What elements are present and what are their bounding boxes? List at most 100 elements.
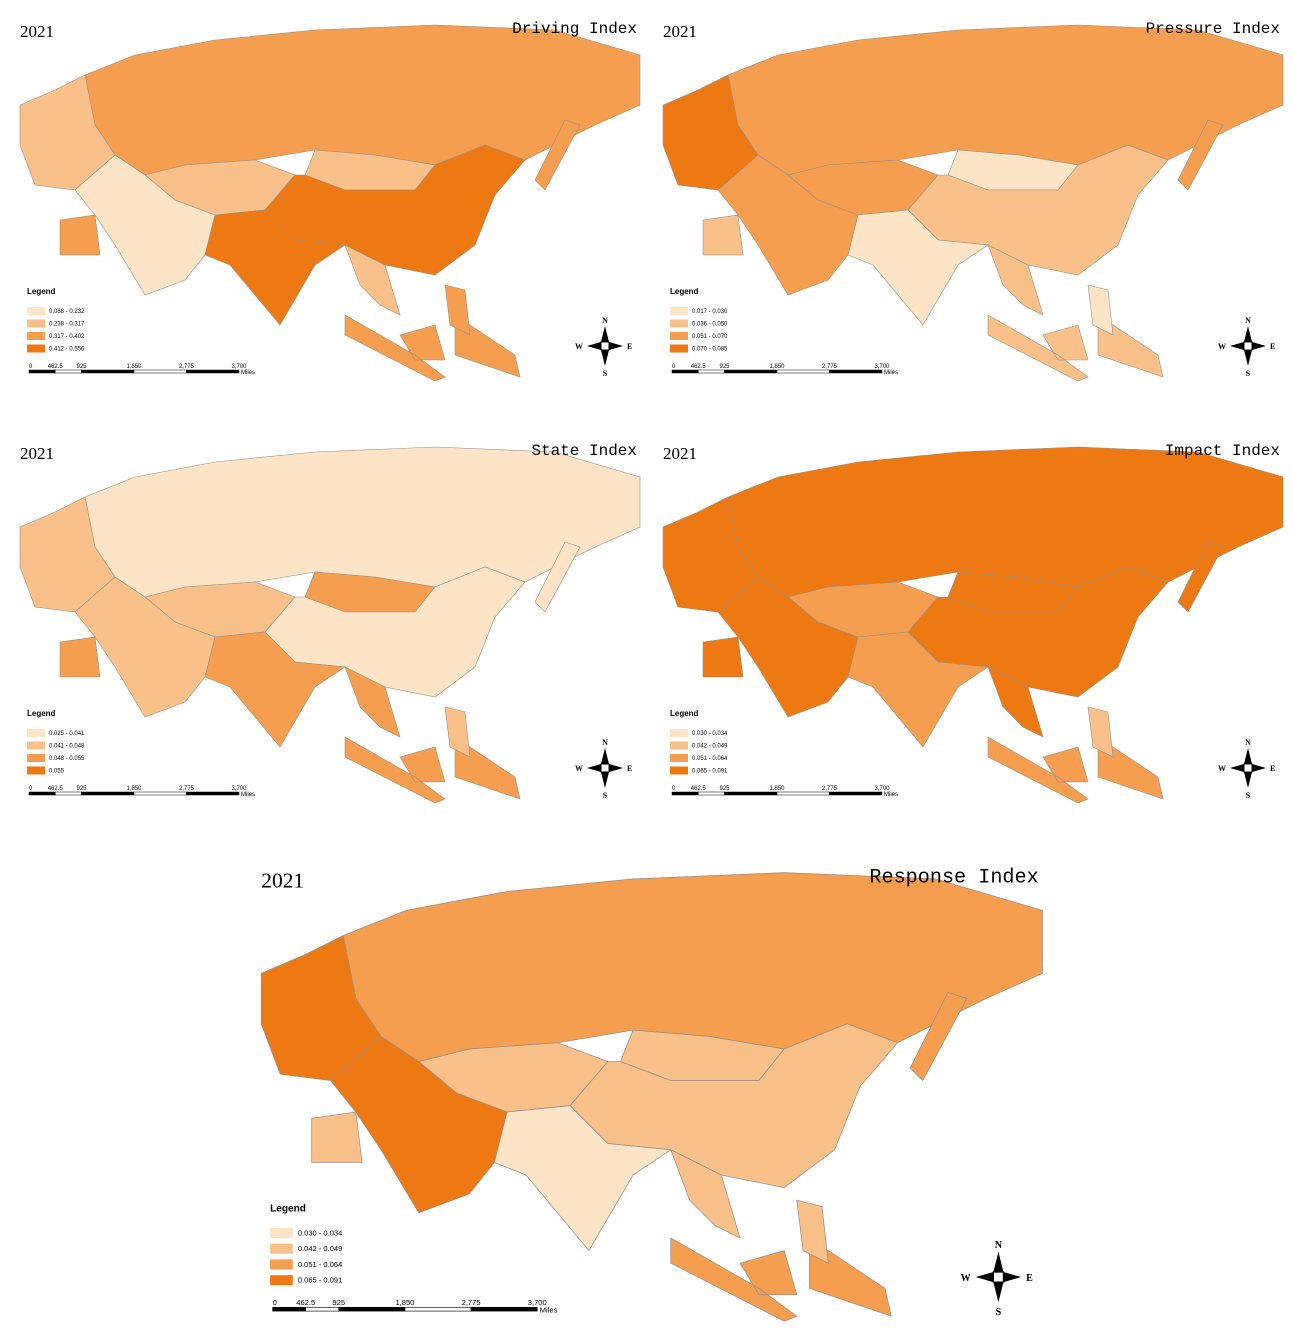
year: 2021 <box>20 444 54 463</box>
legend-label: 0.070 - 0.085 <box>692 347 728 353</box>
region <box>702 636 744 678</box>
scale-segment <box>829 369 883 374</box>
scale-label: 0 <box>672 364 676 370</box>
scale-label: 2,775 <box>822 786 838 792</box>
legend-label: 0.065 - 0.091 <box>298 1276 342 1285</box>
compass-center <box>1243 763 1253 773</box>
compass-n: N <box>1245 738 1251 747</box>
year: 2021 <box>663 444 697 463</box>
scale-segment <box>724 369 778 374</box>
scale-label: 3,700 <box>874 786 890 792</box>
year: 2021 <box>261 869 304 893</box>
compass-s: S <box>603 791 608 800</box>
region <box>344 314 521 382</box>
region <box>987 736 1164 804</box>
map-panel: 2021 State Index Legend 0.025 - 0.041 0.041 … <box>19 442 641 804</box>
region <box>59 636 101 678</box>
compass-e: E <box>1270 342 1275 351</box>
legend-swatch <box>270 1243 293 1254</box>
scale-label: 0 <box>273 1298 277 1307</box>
region <box>847 631 989 748</box>
scale-label: 3,700 <box>231 786 247 792</box>
map-panel: 2021 Driving Index Legend 0.088 - 0.232 0.23… <box>19 20 641 382</box>
map-title: Driving Index <box>512 20 637 38</box>
region <box>444 706 471 758</box>
compass-e: E <box>627 342 632 351</box>
region <box>1087 706 1114 758</box>
compass-center <box>600 763 610 773</box>
scale-label: 3,700 <box>874 364 890 370</box>
scale-segment <box>133 369 187 374</box>
scale-segment <box>829 791 883 796</box>
scale-label: 2,775 <box>179 786 195 792</box>
scale-unit: Miles <box>884 792 898 798</box>
compass-n: N <box>602 738 608 747</box>
legend-swatch <box>27 344 45 353</box>
scale-segment <box>272 1306 307 1312</box>
scale-unit: Miles <box>241 370 255 376</box>
legend-swatch <box>670 729 688 737</box>
legend-swatch <box>27 332 45 340</box>
map-panel: 2021 Pressure Index Legend 0.017 - 0.030 0.0… <box>662 20 1284 382</box>
scale-segment <box>470 1306 538 1312</box>
scale-segment <box>776 369 830 374</box>
legend-label: 0.041 - 0.048 <box>49 744 85 750</box>
legend-swatch <box>270 1227 293 1238</box>
compass-e: E <box>1270 764 1275 773</box>
region <box>796 1199 829 1264</box>
scale-segment <box>81 791 135 796</box>
region <box>59 214 101 256</box>
compass-n: N <box>602 316 608 325</box>
region <box>1177 541 1224 613</box>
year: 2021 <box>663 22 697 41</box>
scale-segment <box>55 791 82 796</box>
scale-label: 925 <box>332 1298 345 1307</box>
legend-title: Legend <box>270 1204 306 1215</box>
region <box>344 666 401 738</box>
region <box>987 244 1044 316</box>
compass-center <box>1243 341 1253 351</box>
legend-label: 0.030 - 0.034 <box>298 1228 342 1237</box>
region <box>204 631 346 748</box>
scale-label: 1,850 <box>126 364 142 370</box>
legend-label: 0.042 - 0.049 <box>692 744 728 750</box>
scale-label: 462.5 <box>296 1298 315 1307</box>
legend-swatch <box>670 766 688 775</box>
region <box>847 209 989 326</box>
compass-w: W <box>961 1273 971 1284</box>
compass-n: N <box>995 1240 1003 1251</box>
region <box>987 666 1044 738</box>
map-title: Impact Index <box>1165 442 1280 460</box>
legend-swatch <box>270 1275 293 1286</box>
region <box>670 1237 892 1322</box>
region <box>493 1105 672 1252</box>
legend-label: 0.088 - 0.232 <box>49 309 85 315</box>
scale-label: 1,850 <box>126 786 142 792</box>
scale-label: 0 <box>29 786 33 792</box>
compass-w: W <box>575 342 583 351</box>
scale-label: 925 <box>76 786 87 792</box>
compass-w: W <box>575 764 583 773</box>
legend-title: Legend <box>670 709 699 718</box>
scale-label: 462.5 <box>691 364 707 370</box>
legend-swatch <box>270 1259 293 1270</box>
legend-label: 0.048 - 0.055 <box>49 756 85 762</box>
map-title: State Index <box>531 442 637 460</box>
compass-s: S <box>603 369 608 378</box>
scale-label: 3,700 <box>231 364 247 370</box>
compass-e: E <box>1026 1273 1033 1284</box>
scale-label: 462.5 <box>691 786 707 792</box>
scale-label: 925 <box>719 786 730 792</box>
map-panel: 2021 Impact Index Legend 0.030 - 0.034 0.042… <box>662 442 1284 804</box>
compass-s: S <box>1246 369 1251 378</box>
region <box>344 244 401 316</box>
scale-segment <box>338 1306 406 1312</box>
legend-label: 0.317 - 0.402 <box>49 334 85 340</box>
year: 2021 <box>20 22 54 41</box>
legend-swatch <box>670 344 688 353</box>
scale-segment <box>671 791 699 796</box>
legend-label: 0.051 - 0.064 <box>692 756 728 762</box>
scale-segment <box>776 791 830 796</box>
scale-segment <box>28 369 56 374</box>
legend-swatch <box>670 741 688 750</box>
